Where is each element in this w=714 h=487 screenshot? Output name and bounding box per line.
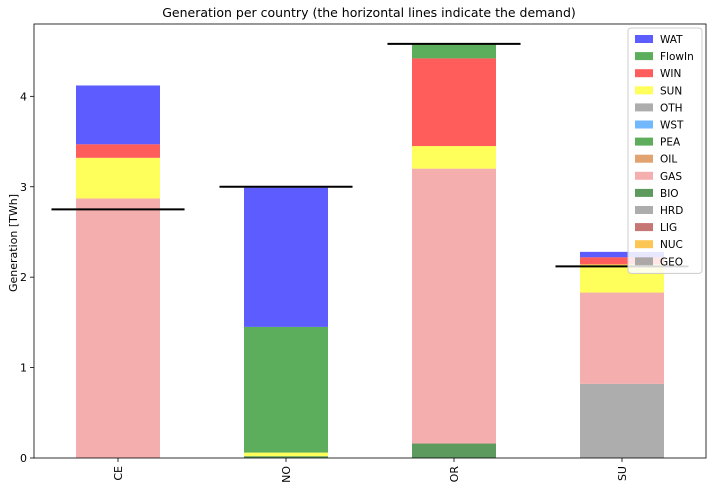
bar-or-bio (412, 443, 496, 458)
bar-ce-sun (76, 157, 160, 199)
legend-label-hrd: HRD (660, 205, 683, 217)
legend-swatch-win (635, 69, 653, 78)
legend-label-bio: BIO (660, 188, 679, 200)
bar-ce-wat (76, 85, 160, 145)
legend-swatch-pea (635, 137, 653, 146)
legend-swatch-gas (635, 171, 653, 180)
bar-or-sun (412, 146, 496, 169)
legend: WAT FlowIn WIN SUN OTH WST PEA OIL GAS BIO HRD LIG N… (627, 27, 703, 274)
bar-su-win (580, 257, 664, 265)
bar-su-hrd (580, 383, 664, 458)
bar-or-flowin (412, 43, 496, 59)
y-tick-label: 1 (20, 362, 27, 375)
y-tick-label: 4 (20, 90, 27, 103)
bar-or-gas (412, 168, 496, 444)
y-tick-label: 0 (20, 452, 27, 465)
legend-swatch-lig (635, 223, 653, 232)
bar-ce-win (76, 144, 160, 158)
legend-swatch-flowin (635, 52, 653, 61)
legend-box (627, 27, 703, 274)
legend-swatch-hrd (635, 206, 653, 214)
legend-label-wat: WAT (660, 34, 683, 46)
bar-no-flowin (244, 326, 328, 453)
legend-label-win: WIN (660, 68, 681, 80)
legend-label-gas: GAS (660, 171, 682, 183)
bar-no-sun (244, 452, 328, 457)
bar-or-win (412, 58, 496, 147)
legend-swatch-wat (635, 35, 653, 43)
legend-swatch-oth (635, 103, 653, 112)
legend-label-geo: GEO (660, 256, 683, 268)
legend-swatch-bio (635, 188, 653, 197)
bar-su-gas (580, 292, 664, 384)
bars-layer (76, 43, 664, 459)
legend-label-nuc: NUC (660, 239, 683, 251)
legend-label-oth: OTH (660, 102, 683, 114)
chart-title: Generation per country (the horizontal l… (162, 5, 576, 20)
bar-su-wat (580, 251, 664, 258)
bar-no-wat (244, 187, 328, 327)
legend-swatch-sun (635, 86, 653, 95)
legend-swatch-nuc (635, 240, 653, 249)
legend-label-oil: OIL (660, 154, 677, 166)
legend-label-sun: SUN (660, 85, 682, 97)
legend-label-pea: PEA (660, 137, 681, 149)
legend-label-flowin: FlowIn (660, 51, 694, 63)
legend-label-wst: WST (660, 120, 684, 132)
x-tick-label-or: OR (448, 466, 461, 483)
plot-frame (33, 23, 707, 459)
legend-swatch-geo (635, 257, 653, 266)
bar-no-bio (244, 456, 328, 458)
legend-label-lig: LIG (660, 222, 677, 234)
y-axis-label: Generation [TWh] (7, 194, 20, 292)
axes: 0 1 2 3 4 CE NO OR SU (20, 23, 707, 483)
y-tick-label: 3 (20, 181, 27, 194)
x-tick-label-su: SU (616, 466, 629, 481)
y-tick-label: 2 (20, 271, 27, 284)
x-tick-label-ce: CE (112, 466, 125, 481)
legend-swatch-wst (635, 120, 653, 129)
bar-ce-gas (76, 198, 160, 459)
legend-swatch-oil (635, 154, 653, 163)
x-tick-label-no: NO (280, 466, 293, 483)
